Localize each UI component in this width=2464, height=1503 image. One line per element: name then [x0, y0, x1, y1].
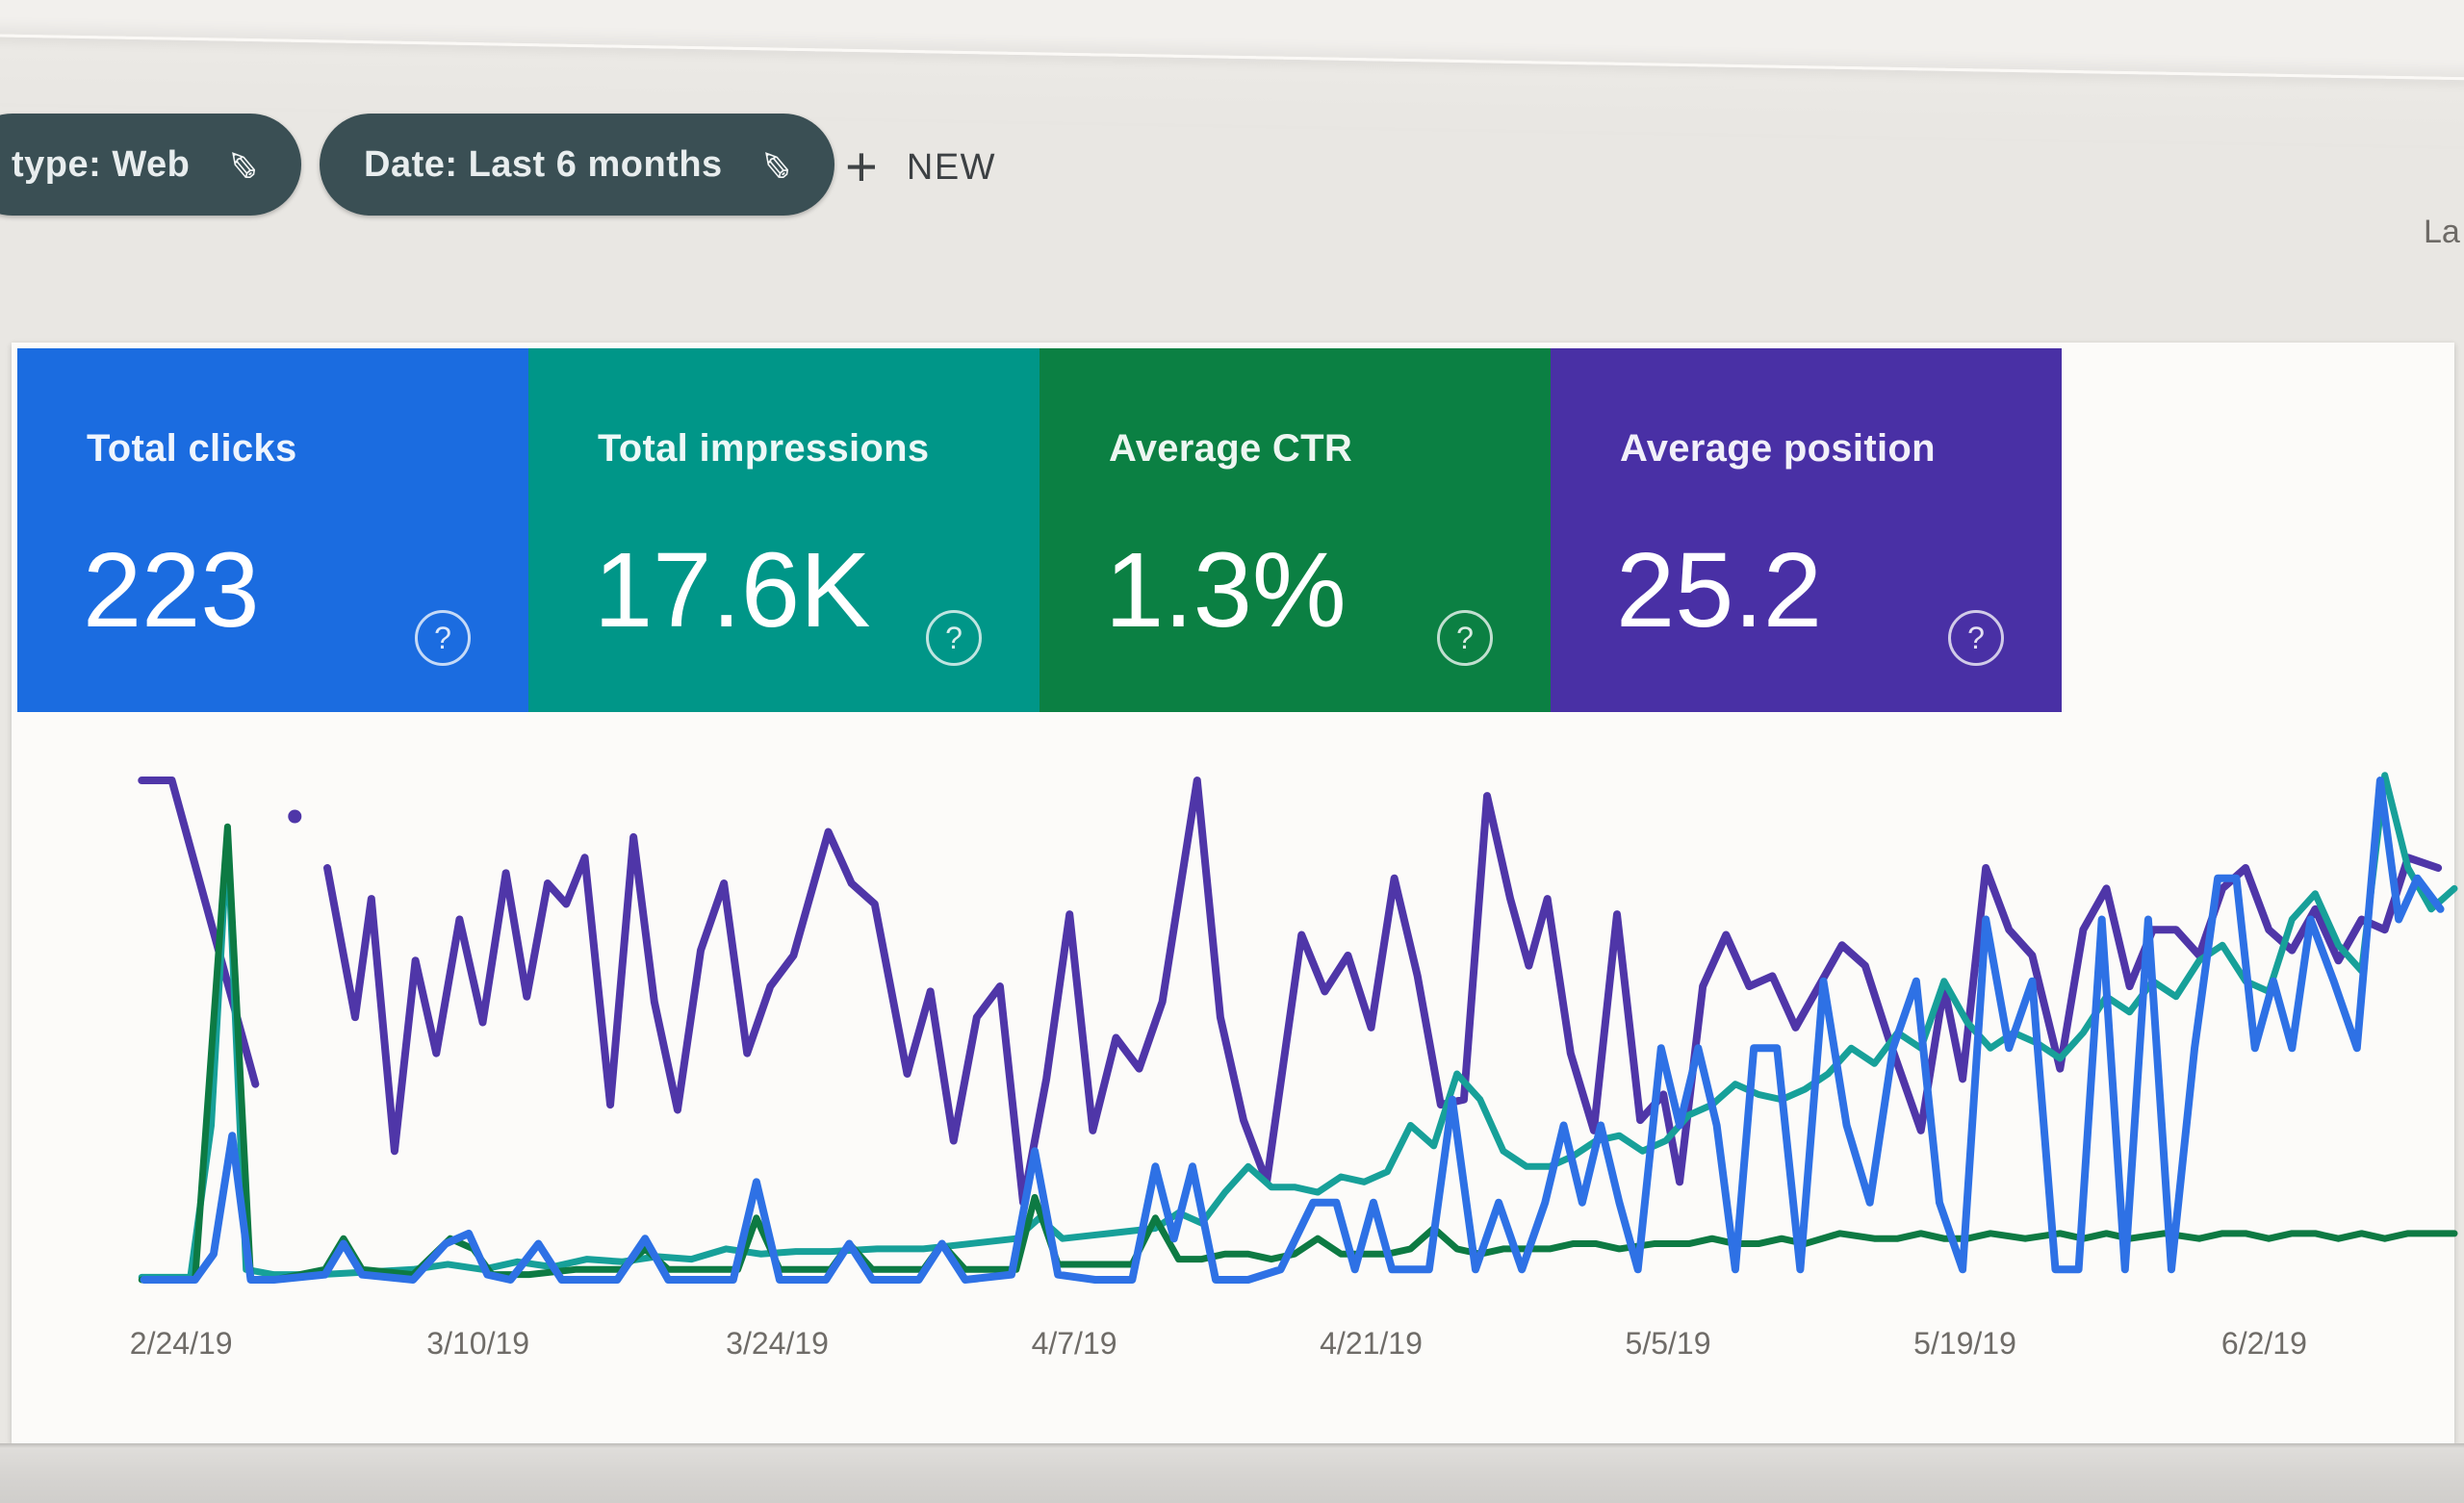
card-bottom-shadow [0, 1443, 2464, 1503]
metric-label: Average position [1620, 427, 1936, 470]
x-axis-label: 4/21/19 [1320, 1326, 1423, 1361]
x-axis-label: 3/10/19 [426, 1326, 530, 1361]
x-axis-label: 6/2/19 [2220, 1326, 2307, 1361]
metric-value: 1.3% [1105, 531, 1347, 650]
series-line-total-clicks [140, 777, 2445, 1284]
series-line-average-ctr [138, 823, 2458, 1284]
filter-bar: type: Web ✎ Date: Last 6 months ✎ + NEW [0, 114, 2464, 219]
x-axis-label: 5/19/19 [1913, 1326, 2016, 1361]
filter-chip-label: Date: Last 6 months [364, 143, 723, 185]
metric-tiles: Total clicks 223 ? Total impressions 17.… [17, 348, 2062, 712]
x-axis-label: 5/5/19 [1625, 1326, 1711, 1361]
truncated-last-updated-text: La [2424, 214, 2460, 250]
metric-value: 17.6K [594, 531, 871, 650]
filter-chip-search-type[interactable]: type: Web ✎ [0, 114, 302, 216]
help-icon[interactable]: ? [926, 610, 982, 666]
metric-tile-average-ctr[interactable]: Average CTR 1.3% ? [1040, 348, 1551, 712]
help-icon[interactable]: ? [415, 610, 471, 666]
metric-tile-average-position[interactable]: Average position 25.2 ? [1551, 348, 2062, 712]
help-icon[interactable]: ? [1948, 610, 2004, 666]
new-filter-label: NEW [906, 146, 997, 188]
x-axis-label: 2/24/19 [129, 1326, 233, 1361]
metric-tile-total-clicks[interactable]: Total clicks 223 ? [17, 348, 528, 712]
series-line-average-position [323, 777, 2443, 1207]
plus-icon: + [845, 136, 878, 198]
new-filter-button[interactable]: + NEW [845, 131, 996, 204]
metric-value: 25.2 [1616, 531, 1823, 650]
pencil-icon[interactable]: ✎ [218, 146, 264, 183]
x-axis-label: 3/24/19 [726, 1326, 829, 1361]
x-axis-label: 4/7/19 [1031, 1326, 1117, 1361]
metric-label: Total clicks [87, 427, 297, 470]
chart-x-axis: 2/24/19 3/10/19 3/24/19 4/7/19 4/21/19 5/5/19… [130, 1326, 2454, 1384]
help-icon[interactable]: ? [1437, 610, 1493, 666]
metric-tile-total-impressions[interactable]: Total impressions 17.6K ? [528, 348, 1040, 712]
series-line-average-position [138, 777, 260, 1088]
isolated-data-point [288, 809, 302, 824]
performance-line-chart[interactable] [135, 756, 2458, 1288]
metric-label: Total impressions [598, 427, 930, 470]
metric-label: Average CTR [1109, 427, 1353, 470]
pencil-icon[interactable]: ✎ [751, 146, 797, 183]
series-line-total-impressions [138, 772, 2458, 1281]
chart-canvas [138, 772, 2458, 1284]
filter-chip-label: type: Web [12, 143, 191, 185]
metric-value: 223 [83, 531, 260, 650]
filter-chip-date-range[interactable]: Date: Last 6 months ✎ [320, 114, 834, 216]
performance-card: Total clicks 223 ? Total impressions 17.… [12, 343, 2458, 1443]
